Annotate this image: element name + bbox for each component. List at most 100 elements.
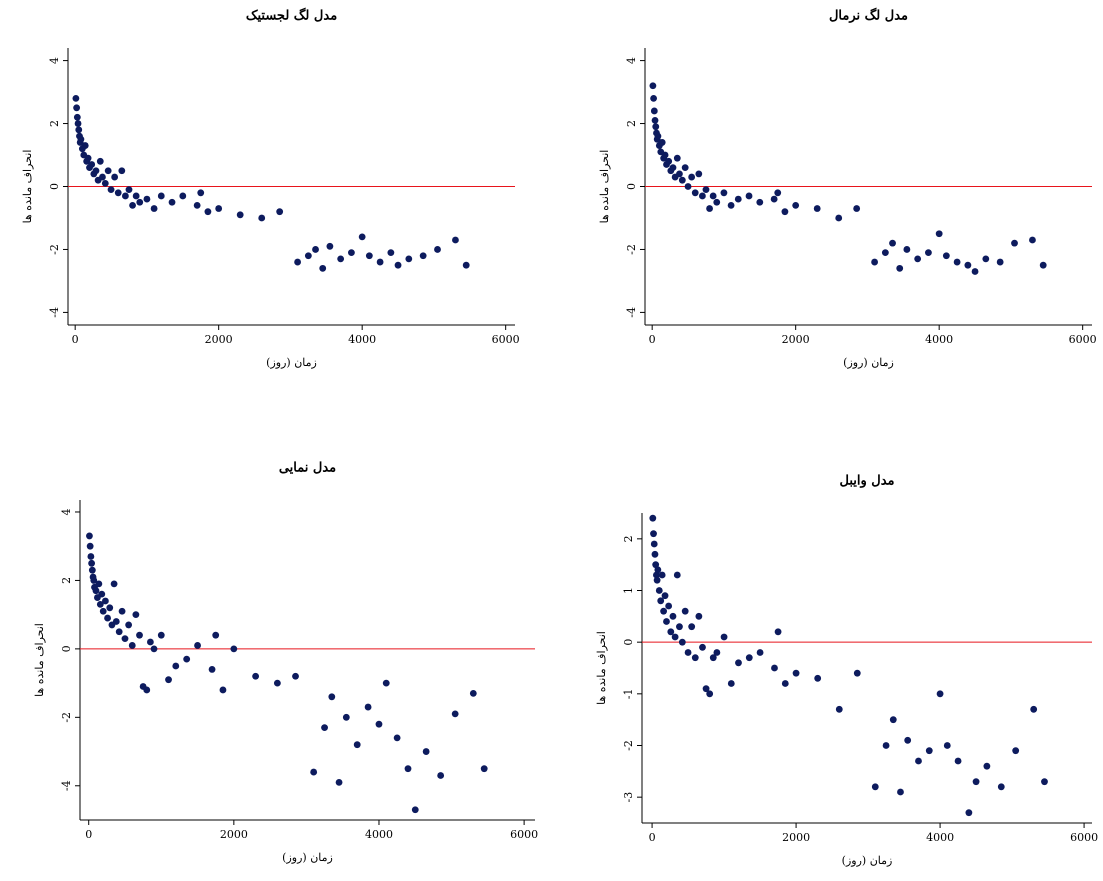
point: [702, 685, 710, 693]
x-tick-label: 6000: [510, 828, 538, 841]
point: [770, 195, 778, 203]
point: [376, 258, 384, 266]
point: [405, 255, 413, 263]
point: [676, 170, 683, 178]
point: [104, 614, 111, 622]
y-tick-label: 2: [48, 120, 61, 127]
point: [212, 631, 220, 639]
x-tick-label: 0: [649, 831, 656, 844]
point: [709, 654, 717, 662]
point: [897, 788, 904, 796]
y-tick-label: 4: [625, 57, 638, 64]
point: [480, 765, 488, 773]
point: [771, 664, 778, 672]
point: [706, 205, 713, 212]
point: [684, 183, 692, 190]
point: [745, 192, 753, 200]
panel: مدل لگ لجستیک 0 2000 4000 6000 -4 -2 0 2 4 زمان (ر…: [21, 7, 520, 370]
point: [422, 748, 430, 755]
y-tick-label: 4: [60, 508, 73, 515]
panel: مدل نمایی 0 2000 4000 6000 -4 -2 0 2 4 زمان (روز) ا…: [33, 461, 538, 865]
point: [792, 201, 800, 209]
point: [835, 705, 843, 713]
point: [699, 643, 706, 651]
point: [688, 623, 696, 631]
point: [669, 612, 677, 620]
point: [312, 246, 319, 253]
point: [101, 597, 109, 605]
point: [915, 757, 922, 765]
point: [165, 676, 172, 684]
point: [114, 189, 122, 197]
x-tick-label: 2000: [782, 831, 810, 844]
point: [328, 693, 336, 701]
point: [110, 580, 118, 588]
point: [925, 747, 933, 755]
y-axis-label: انحراف مانده ها: [598, 150, 611, 224]
point: [168, 198, 176, 206]
point: [1012, 747, 1020, 755]
point: [86, 542, 94, 550]
point: [382, 679, 390, 687]
point: [669, 164, 677, 172]
point: [81, 142, 89, 149]
point: [649, 514, 657, 522]
point: [649, 82, 657, 90]
x-tick-label: 0: [85, 828, 92, 841]
point: [88, 566, 96, 574]
point: [936, 690, 944, 698]
point: [90, 577, 98, 584]
point: [84, 154, 92, 162]
point: [678, 638, 686, 646]
point: [676, 623, 683, 631]
point: [204, 208, 212, 216]
point: [896, 264, 904, 272]
point: [106, 604, 114, 612]
point: [735, 659, 742, 667]
point: [393, 734, 401, 742]
point: [128, 642, 136, 649]
point: [194, 642, 201, 649]
y-tick-label: -2: [60, 712, 73, 723]
point: [695, 170, 703, 178]
point: [451, 710, 459, 718]
x-tick-label: 0: [72, 333, 79, 346]
point: [1039, 261, 1047, 269]
point: [179, 192, 187, 200]
point: [684, 649, 692, 656]
point: [99, 607, 107, 615]
y-tick-label: 0: [60, 645, 73, 652]
point: [411, 806, 419, 814]
point: [143, 686, 151, 694]
point: [1029, 236, 1036, 244]
point: [469, 689, 477, 697]
point: [99, 173, 106, 181]
point: [925, 249, 932, 257]
point: [720, 189, 728, 197]
y-axis-label: انحراف مانده ها: [21, 150, 34, 224]
point: [698, 192, 706, 200]
point: [72, 94, 80, 102]
point: [882, 742, 890, 749]
y-tick-label: -3: [622, 792, 635, 803]
point: [136, 631, 143, 639]
point: [115, 628, 123, 636]
point: [688, 173, 696, 181]
point: [462, 261, 470, 269]
point: [98, 590, 106, 598]
point: [107, 186, 115, 194]
point: [972, 778, 980, 786]
x-tick-label: 0: [649, 333, 656, 346]
point: [132, 192, 140, 200]
point: [96, 600, 104, 608]
point: [727, 680, 735, 687]
point: [903, 246, 911, 253]
point: [713, 649, 721, 656]
point: [671, 633, 679, 641]
point: [996, 258, 1004, 266]
point: [273, 679, 281, 687]
x-tick-label: 2000: [782, 333, 810, 346]
x-tick-label: 6000: [1070, 831, 1098, 844]
point: [1011, 239, 1018, 247]
panel: مدل لگ نرمال 0 2000 4000 6000 -4 -2 0 2 4 زمان (رو…: [598, 7, 1097, 370]
